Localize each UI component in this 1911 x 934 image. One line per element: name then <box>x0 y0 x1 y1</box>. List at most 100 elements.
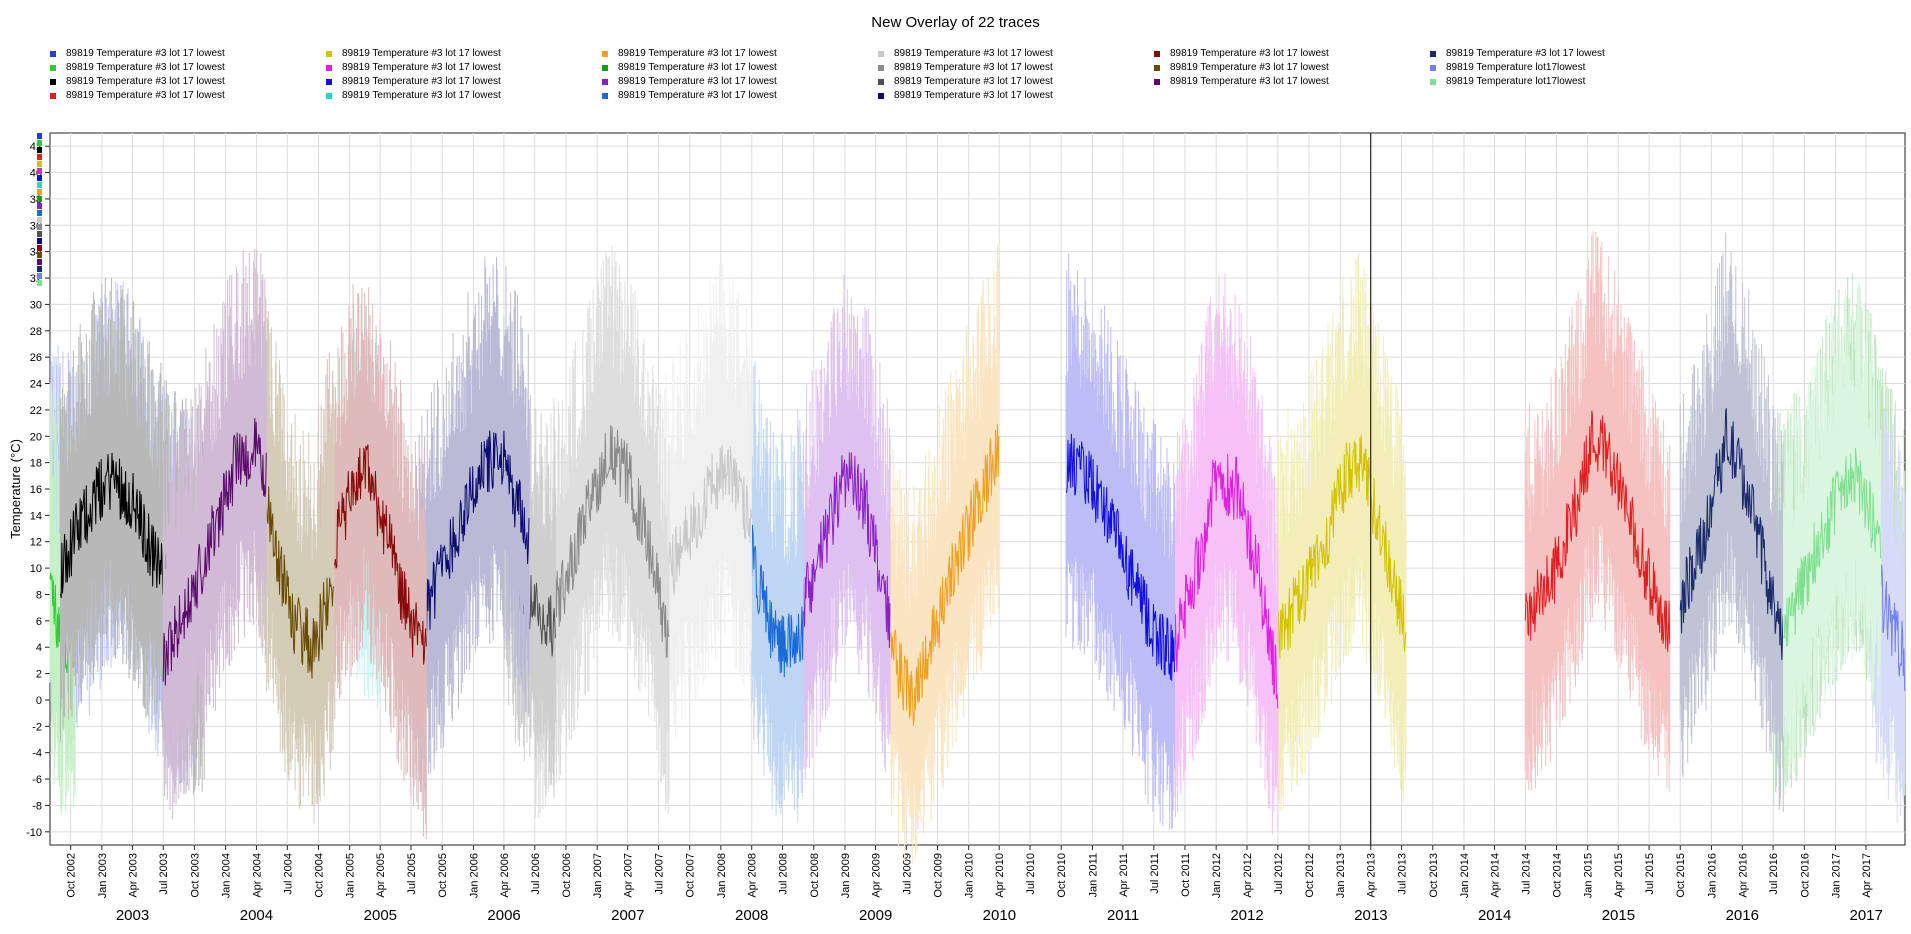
legend-swatch <box>326 78 332 85</box>
legend-item[interactable]: 89819 Temperature #3 lot 17 lowest <box>602 90 777 101</box>
legend-swatch <box>326 64 332 71</box>
x-tick-label: Apr 2009 <box>870 853 882 898</box>
x-tick-label: Jul 2011 <box>1149 853 1161 894</box>
x-tick-label: Oct 2005 <box>437 853 449 898</box>
legend-item[interactable]: 89819 Temperature #3 lot 17 lowest <box>1154 48 1329 59</box>
legend-label: 89819 Temperature #3 lot 17 lowest <box>618 90 777 101</box>
legend-swatch <box>1154 78 1160 85</box>
y-tick-label: 26 <box>30 352 42 364</box>
x-tick-label: Jul 2015 <box>1644 853 1656 895</box>
x-tick-label: Apr 2011 <box>1118 853 1130 897</box>
legend-label: 89819 Temperature #3 lot 17 lowest <box>618 48 777 59</box>
legend-label: 89819 Temperature #3 lot 17 lowest <box>66 48 225 59</box>
series-mean <box>1277 434 1407 660</box>
x-tick-label: Oct 2010 <box>1056 853 1068 898</box>
y-axis-series-marker <box>37 161 42 167</box>
x-tick-label: Apr 2010 <box>994 853 1006 898</box>
x-year-label: 2009 <box>859 907 892 924</box>
legend-item[interactable]: 89819 Temperature #3 lot 17 lowest <box>326 62 501 73</box>
series-line <box>1783 277 1882 794</box>
legend-item[interactable]: 89819 Temperature #3 lot 17 lowest <box>1154 62 1329 73</box>
x-tick-label: Oct 2008 <box>809 853 821 898</box>
x-tick-label: Jul 2012 <box>1273 853 1285 895</box>
x-tick-label: Apr 2015 <box>1613 853 1625 898</box>
legend-item[interactable]: 89819 Temperature #3 lot 17 lowest <box>602 48 777 59</box>
y-axis-series-marker <box>37 273 42 279</box>
legend-item[interactable]: 89819 Temperature #3 lot 17 lowest <box>326 90 501 101</box>
x-tick-label: Jul 2008 <box>778 853 790 895</box>
legend-label: 89819 Temperature #3 lot 17 lowest <box>894 90 1053 101</box>
x-tick-label: Apr 2012 <box>1242 853 1254 898</box>
x-year-label: 2008 <box>735 907 768 924</box>
y-tick-label: 18 <box>30 458 42 470</box>
legend-label: 89819 Temperature #3 lot 17 lowest <box>1446 48 1605 59</box>
legend-item[interactable]: 89819 Temperature #3 lot 17 lowest <box>602 76 777 87</box>
x-tick-label: Jan 2014 <box>1459 853 1471 898</box>
chart-title: New Overlay of 22 traces <box>871 14 1040 31</box>
x-year-label: 2013 <box>1354 907 1387 924</box>
x-tick-label: Jul 2005 <box>406 853 418 895</box>
y-tick-label: -4 <box>32 748 42 760</box>
series-mean <box>415 430 530 661</box>
x-tick-label: Jan 2003 <box>97 853 109 898</box>
legend-item[interactable]: 89819 Temperature #3 lot 17 lowest <box>50 62 225 73</box>
legend-item[interactable]: 89819 Temperature #3 lot 17 lowest <box>50 48 225 59</box>
x-tick-label: Jan 2010 <box>964 853 976 898</box>
y-tick-label: -8 <box>32 800 42 812</box>
legend-item[interactable]: 89819 Temperature #3 lot 17 lowest <box>602 62 777 73</box>
x-tick-label: Oct 2009 <box>932 853 944 898</box>
y-axis-series-marker <box>37 245 42 251</box>
legend-item[interactable]: 89819 Temperature lot17lowest <box>1430 62 1585 73</box>
legend-swatch <box>878 78 884 85</box>
legend-item[interactable]: 89819 Temperature #3 lot 17 lowest <box>878 48 1053 59</box>
x-tick-label: Oct 2013 <box>1428 853 1440 898</box>
legend-item[interactable]: 89819 Temperature #3 lot 17 lowest <box>878 62 1053 73</box>
x-tick-label: Jul 2014 <box>1520 853 1532 895</box>
legend-label: 89819 Temperature lot17lowest <box>1446 62 1586 73</box>
x-year-label: 2010 <box>983 907 1016 924</box>
x-tick-label: Apr 2017 <box>1861 853 1873 898</box>
x-tick-label: Apr 2005 <box>375 853 387 898</box>
x-year-label: 2012 <box>1230 907 1263 924</box>
x-tick-label: Apr 2007 <box>623 853 635 898</box>
y-axis-series-marker <box>37 203 42 209</box>
y-axis-series-marker <box>37 280 42 286</box>
legend-item[interactable]: 89819 Temperature lot17lowest <box>1430 76 1585 87</box>
legend-item[interactable]: 89819 Temperature #3 lot 17 lowest <box>326 48 501 59</box>
series-mean <box>318 444 427 665</box>
y-axis-series-marker <box>37 189 42 195</box>
x-tick-label: Oct 2002 <box>66 853 78 898</box>
y-axis-series-marker <box>37 252 42 258</box>
y-axis-series-marker <box>37 259 42 265</box>
legend-item[interactable]: 89819 Temperature #3 lot 17 lowest <box>1154 76 1329 87</box>
legend-item[interactable]: 89819 Temperature #3 lot 17 lowest <box>1430 48 1605 59</box>
legend-item[interactable]: 89819 Temperature #3 lot 17 lowest <box>50 76 225 87</box>
legend-item[interactable]: 89819 Temperature #3 lot 17 lowest <box>326 76 501 87</box>
legend-item[interactable]: 89819 Temperature #3 lot 17 lowest <box>878 76 1053 87</box>
legend-label: 89819 Temperature #3 lot 17 lowest <box>342 48 501 59</box>
legend-swatch <box>326 92 332 99</box>
legend-item[interactable]: 89819 Temperature #3 lot 17 lowest <box>50 90 225 101</box>
x-year-label: 2016 <box>1726 907 1759 924</box>
legend-swatch <box>878 50 884 57</box>
legend-label: 89819 Temperature #3 lot 17 lowest <box>66 90 225 101</box>
series-mean <box>751 524 804 678</box>
legend-item[interactable]: 89819 Temperature #3 lot 17 lowest <box>878 90 1053 101</box>
y-tick-label: 6 <box>36 616 42 628</box>
y-tick-label: 8 <box>36 589 42 601</box>
x-year-label: 2005 <box>364 907 397 924</box>
x-year-label: 2007 <box>611 907 644 924</box>
x-tick-label: Apr 2006 <box>499 853 511 898</box>
y-tick-label: 28 <box>30 326 42 338</box>
x-tick-label: Apr 2014 <box>1489 853 1501 898</box>
y-axis-series-marker <box>37 231 42 237</box>
x-tick-label: Jan 2006 <box>468 853 480 898</box>
x-tick-label: Jul 2016 <box>1768 853 1780 895</box>
legend-label: 89819 Temperature #3 lot 17 lowest <box>618 62 777 73</box>
x-year-label: 2006 <box>487 907 520 924</box>
x-tick-label: Oct 2006 <box>561 853 573 898</box>
legend-swatch <box>50 64 56 71</box>
y-axis-series-marker <box>37 140 42 146</box>
x-tick-label: Oct 2012 <box>1304 853 1316 898</box>
x-tick-label: Jul 2013 <box>1397 853 1409 895</box>
